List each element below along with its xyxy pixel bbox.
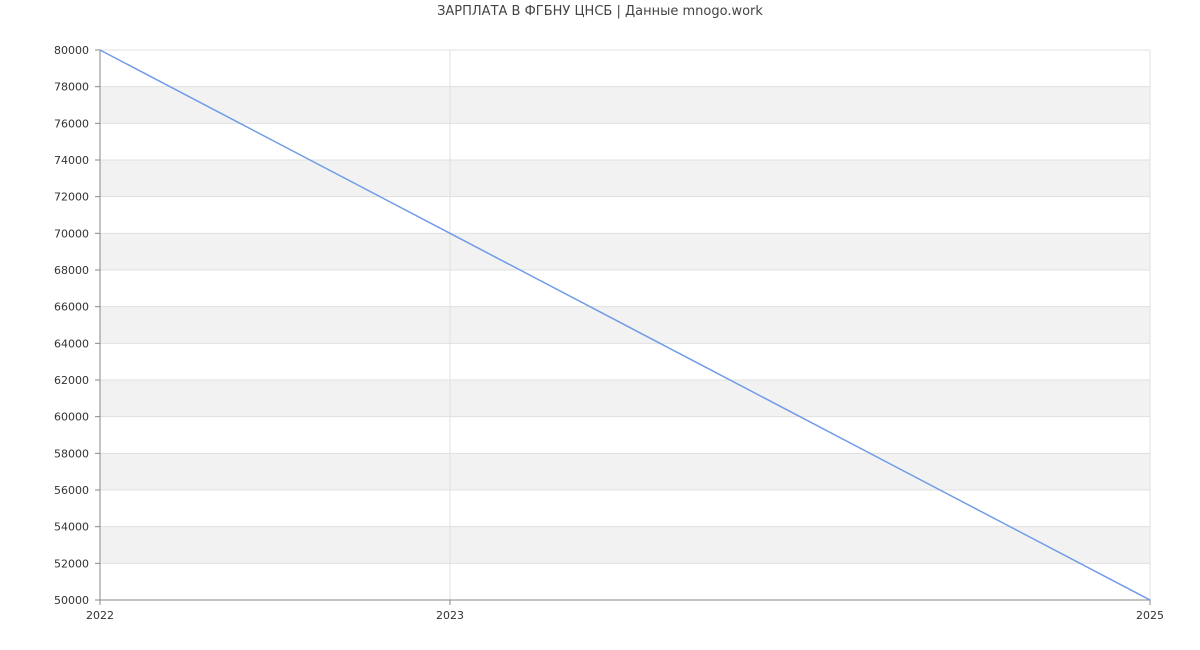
x-tick-label: 2022: [86, 609, 114, 622]
data-point: [449, 232, 451, 235]
data-point: [1149, 599, 1151, 601]
y-tick-label: 70000: [54, 227, 89, 240]
y-tick-labels: 50000 52000 54000 56000 58000 60000 62000 64000…: [54, 44, 89, 607]
plot-band: [100, 233, 1150, 270]
y-tick-label: 64000: [54, 337, 89, 350]
axes: [95, 49, 1151, 605]
y-tick-label: 80000: [54, 44, 89, 57]
plot-band: [100, 453, 1150, 490]
y-tick-label: 52000: [54, 557, 89, 570]
y-tick-label: 60000: [54, 411, 89, 424]
data-point: [99, 49, 101, 51]
series-group: [99, 49, 1151, 601]
x-tick-labels: 2022 2023 2025: [86, 609, 1164, 622]
chart-title: ЗАРПЛАТА В ФГБНУ ЦНСБ | Данные mnogo.wor…: [437, 4, 763, 19]
y-tick-label: 76000: [54, 117, 89, 130]
y-tick-label: 56000: [54, 484, 89, 497]
y-tick-label: 74000: [54, 154, 89, 167]
y-tick-label: 72000: [54, 191, 89, 204]
x-tick-label: 2023: [436, 609, 464, 622]
y-tick-label: 58000: [54, 447, 89, 460]
plot-band: [100, 160, 1150, 197]
plot-band: [100, 526, 1150, 564]
y-tick-label: 50000: [54, 594, 89, 607]
y-tick-label: 68000: [54, 264, 89, 277]
y-tick-label: 54000: [54, 521, 89, 534]
plot-band: [100, 86, 1150, 124]
y-tick-label: 78000: [54, 81, 89, 94]
y-tick-label: 66000: [54, 301, 89, 314]
plot-band: [100, 380, 1150, 417]
x-tick-label: 2025: [1136, 609, 1164, 622]
y-tick-label: 62000: [54, 374, 89, 387]
